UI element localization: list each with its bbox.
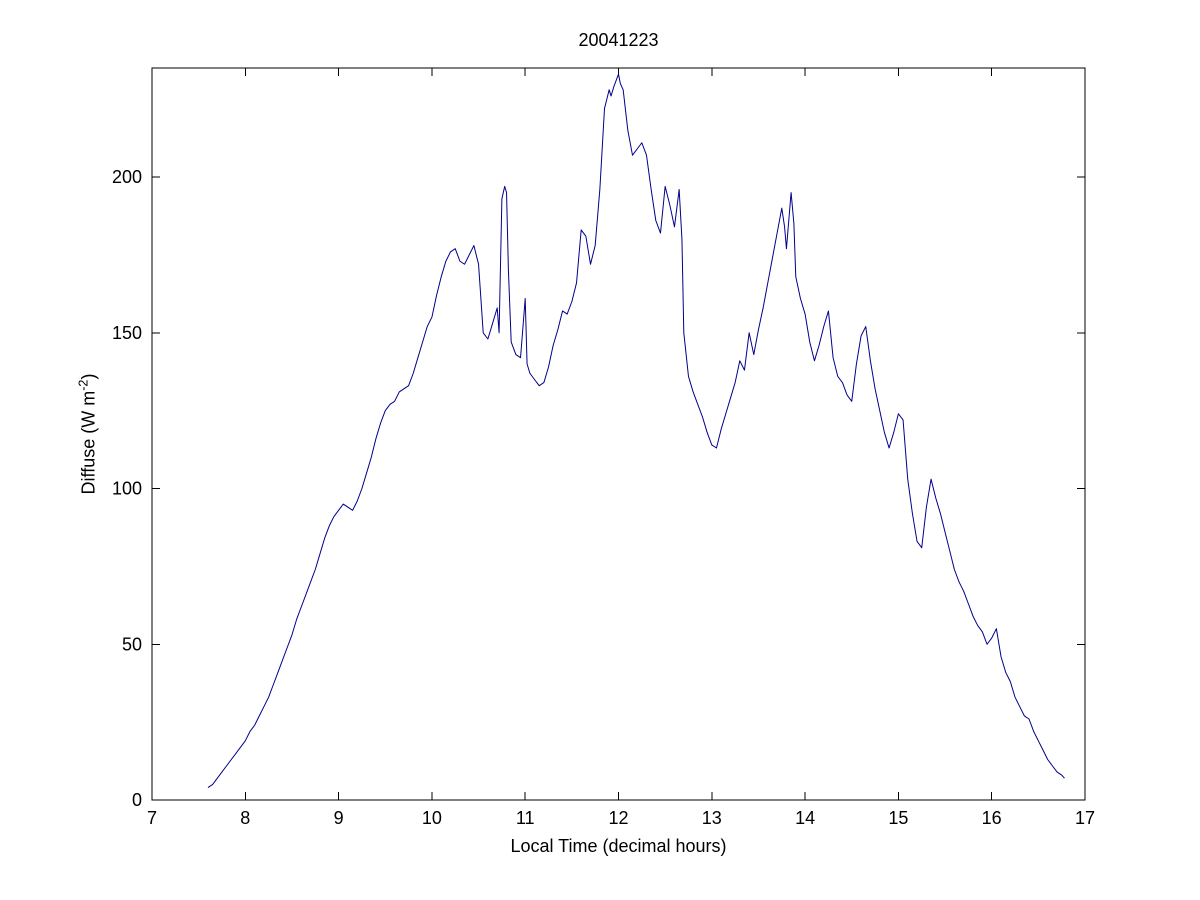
y-axis-label-close: ) bbox=[78, 373, 99, 380]
y-tick-label: 50 bbox=[122, 634, 142, 654]
x-axis-label: Local Time (decimal hours) bbox=[510, 836, 727, 856]
x-tick-label: 17 bbox=[1075, 808, 1095, 828]
x-tick-label: 14 bbox=[795, 808, 815, 828]
x-tick-label: 8 bbox=[240, 808, 250, 828]
x-tick-label: 13 bbox=[702, 808, 722, 828]
x-tick-label: 16 bbox=[982, 808, 1002, 828]
y-axis-label-superscript: -2 bbox=[76, 379, 91, 391]
x-tick-label: 9 bbox=[334, 808, 344, 828]
y-tick-label: 150 bbox=[112, 323, 142, 343]
diffuse-line bbox=[207, 73, 1065, 788]
y-axis-label-text: Diffuse (W m bbox=[78, 390, 99, 495]
y-tick-label: 0 bbox=[132, 790, 142, 810]
x-tick-label: 10 bbox=[422, 808, 442, 828]
axes-box bbox=[151, 67, 1086, 801]
y-tick-label: 200 bbox=[112, 167, 142, 187]
x-tick-label: 7 bbox=[147, 808, 157, 828]
chart-title: 20041223 bbox=[578, 30, 659, 50]
x-tick-label: 15 bbox=[888, 808, 908, 828]
y-axis-label: Diffuse (W m-2) bbox=[77, 374, 100, 495]
x-tick-label: 12 bbox=[608, 808, 628, 828]
x-tick-label: 11 bbox=[516, 808, 535, 828]
y-tick-label: 100 bbox=[112, 479, 142, 499]
